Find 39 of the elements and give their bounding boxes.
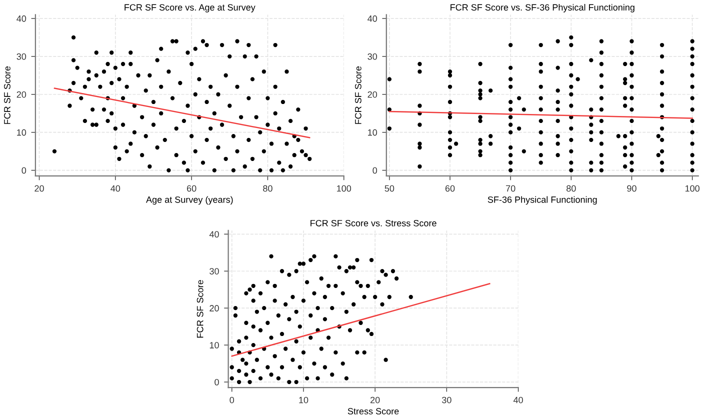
x-tick-label: 90 xyxy=(627,185,636,192)
x-axis-title: Age at Survey (years) xyxy=(146,196,233,205)
x-tick-label: 40 xyxy=(110,185,120,192)
x-tick-label: 80 xyxy=(566,185,576,192)
y-tick-label: 20 xyxy=(368,91,378,98)
chart-title: FCR SF Score vs. Age at Survey xyxy=(124,4,256,12)
y-axis-title: FCR SF Score xyxy=(354,66,362,124)
y-axis-title: FCR SF Score xyxy=(196,280,204,338)
y-tick-label: 10 xyxy=(210,342,219,348)
x-tick-label: 70 xyxy=(506,185,516,192)
y-tick-label: 20 xyxy=(16,91,26,98)
x-tick-label: 10 xyxy=(299,396,308,404)
x-axis-title: SF-36 Physical Functioning xyxy=(488,196,597,205)
chart-title: FCR SF Score vs. SF-36 Physical Functioning xyxy=(450,4,634,12)
y-tick-label: 30 xyxy=(210,268,219,274)
y-tick-label: 10 xyxy=(17,129,26,136)
x-tick-label: 80 xyxy=(263,185,272,192)
y-tick-label: 0 xyxy=(22,167,26,174)
y-axis-title: FCR SF Score xyxy=(4,66,10,124)
x-tick-label: 100 xyxy=(685,185,700,192)
y-tick-label: 20 xyxy=(210,305,219,312)
x-tick-label: 30 xyxy=(442,396,452,404)
y-tick-label: 0 xyxy=(214,378,219,386)
x-axis-title: Stress Score xyxy=(348,408,399,414)
x-tick-label: 20 xyxy=(34,185,44,192)
x-tick-label: 0 xyxy=(230,396,234,404)
x-tick-label: 60 xyxy=(187,185,196,192)
x-tick-label: 50 xyxy=(384,185,394,192)
y-tick-label: 0 xyxy=(372,167,378,174)
y-tick-label: 10 xyxy=(368,129,378,136)
y-tick-label: 30 xyxy=(368,53,378,60)
y-tick-label: 40 xyxy=(209,231,219,238)
x-tick-label: 40 xyxy=(513,396,523,404)
x-tick-label: 60 xyxy=(445,185,455,192)
y-tick-label: 30 xyxy=(16,53,26,60)
y-tick-label: 40 xyxy=(16,15,26,22)
y-tick-label: 40 xyxy=(368,15,378,22)
x-tick-label: 100 xyxy=(337,185,352,192)
chart-title: FCR SF Score vs. Stress Score xyxy=(310,220,436,226)
